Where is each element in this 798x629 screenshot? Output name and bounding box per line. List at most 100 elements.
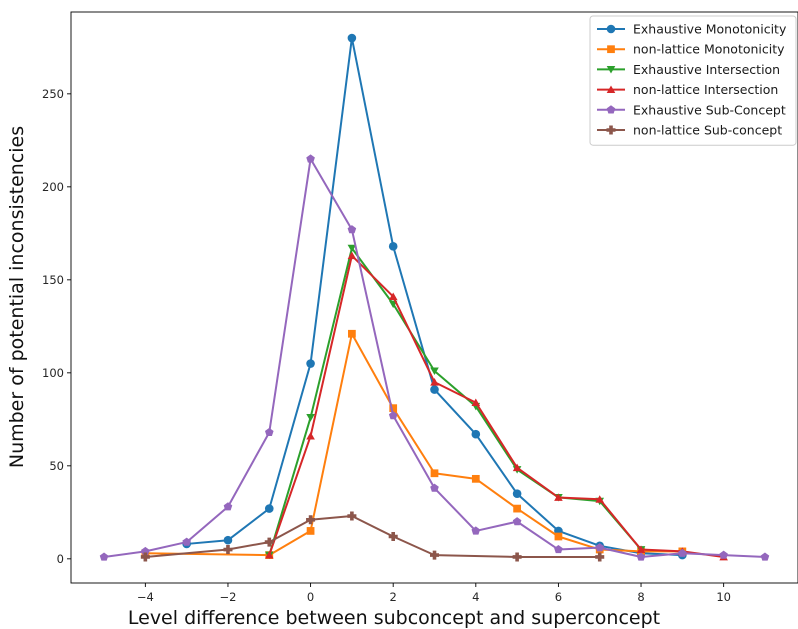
data-point-non-lattice-intersection: [388, 292, 398, 301]
data-point-non-lattice-sub-concept: [595, 552, 605, 562]
data-point-non-lattice-sub-concept: [512, 552, 522, 562]
data-point-exhaustive-sub-concept: [595, 543, 605, 552]
legend: Exhaustive Monotonicity non-lattice Monot…: [589, 15, 797, 146]
data-point-exhaustive-sub-concept: [223, 502, 233, 511]
y-tick-label: 200: [42, 180, 64, 194]
legend-swatch-marker: [606, 65, 616, 74]
data-point-non-lattice-sub-concept: [347, 511, 357, 521]
legend-label: Exhaustive Sub-Concept: [633, 102, 786, 117]
data-point-non-lattice-intersection: [430, 378, 439, 386]
data-point-exhaustive-sub-concept: [760, 552, 770, 561]
data-point-non-lattice-intersection: [347, 251, 357, 260]
data-point-exhaustive-sub-concept: [719, 550, 728, 559]
x-tick-label: −2: [219, 590, 236, 604]
data-point-exhaustive-sub-concept: [471, 526, 481, 535]
x-tick-label: 6: [555, 590, 562, 604]
legend-label: non-lattice Intersection: [633, 82, 778, 97]
legend-swatch-marker: [607, 45, 615, 54]
series-non-lattice-intersection: [264, 251, 728, 561]
legend-entry-exhaustive-intersection: Exhaustive Intersection: [597, 62, 780, 77]
data-point-non-lattice-monotonicity: [513, 504, 521, 513]
legend-label: non-lattice Monotonicity: [633, 42, 785, 57]
data-point-exhaustive-sub-concept: [430, 483, 439, 492]
legend-entry-non-lattice-sub-concept: non-lattice Sub-concept: [597, 123, 782, 138]
data-point-exhaustive-monotonicity: [430, 385, 439, 394]
data-point-non-lattice-sub-concept: [264, 537, 274, 547]
data-point-exhaustive-monotonicity: [388, 242, 398, 251]
data-point-non-lattice-sub-concept: [140, 552, 150, 562]
legend-entry-non-lattice-monotonicity: non-lattice Monotonicity: [597, 42, 785, 57]
data-point-exhaustive-monotonicity: [264, 504, 274, 513]
series-non-lattice-monotonicity: [141, 329, 687, 559]
data-point-non-lattice-monotonicity: [389, 404, 398, 413]
series-non-lattice-sub-concept: [140, 511, 605, 562]
legend-swatch-marker: [606, 125, 616, 135]
series-line-non-lattice-monotonicity: [145, 332, 683, 557]
data-point-non-lattice-intersection: [264, 551, 274, 559]
x-tick-label: 10: [716, 590, 731, 604]
data-point-non-lattice-intersection: [512, 463, 522, 472]
data-point-exhaustive-monotonicity: [223, 535, 233, 545]
legend-swatch-marker: [606, 105, 616, 114]
x-axis-label: Level difference between subconcept and …: [128, 607, 660, 629]
legend-box: [589, 15, 797, 146]
data-point-exhaustive-sub-concept: [182, 537, 191, 546]
data-point-exhaustive-monotonicity: [306, 359, 315, 368]
y-tick-label: 150: [42, 273, 64, 287]
data-point-exhaustive-intersection: [430, 367, 439, 376]
series-layer: [99, 33, 770, 562]
y-tick-label: 250: [42, 87, 64, 101]
legend-entry-non-lattice-intersection: non-lattice Intersection: [597, 82, 778, 97]
data-point-non-lattice-monotonicity: [430, 469, 439, 478]
data-point-non-lattice-sub-concept: [429, 550, 440, 560]
data-point-exhaustive-sub-concept: [347, 225, 357, 234]
series-exhaustive-sub-concept: [99, 154, 770, 561]
legend-swatch-marker: [606, 85, 616, 94]
legend-label: non-lattice Sub-concept: [633, 123, 782, 138]
y-tick-label: 50: [49, 459, 64, 473]
data-point-non-lattice-monotonicity: [554, 532, 563, 541]
data-point-exhaustive-intersection: [347, 244, 357, 253]
data-point-non-lattice-intersection: [554, 493, 563, 501]
data-point-non-lattice-sub-concept: [388, 531, 398, 542]
data-point-exhaustive-sub-concept: [636, 552, 646, 561]
series-line-non-lattice-intersection: [268, 254, 724, 558]
data-point-exhaustive-intersection: [306, 414, 315, 422]
data-point-non-lattice-monotonicity: [471, 474, 480, 483]
data-point-exhaustive-monotonicity: [512, 489, 522, 499]
y-axis-label: Number of potential inconsistencies: [6, 126, 28, 468]
data-point-non-lattice-monotonicity: [306, 527, 315, 535]
legend-entry-exhaustive-sub-concept: Exhaustive Sub-Concept: [597, 102, 786, 117]
legend-label: Exhaustive Intersection: [633, 62, 780, 77]
data-point-exhaustive-sub-concept: [141, 546, 150, 556]
x-tick-label: 0: [307, 590, 314, 604]
y-tick-label: 100: [42, 366, 64, 380]
data-point-non-lattice-sub-concept: [223, 545, 233, 555]
data-point-non-lattice-intersection: [306, 431, 315, 440]
data-point-exhaustive-monotonicity: [471, 429, 481, 439]
plot-frame: [70, 11, 798, 584]
data-point-exhaustive-sub-concept: [388, 411, 398, 420]
data-point-non-lattice-sub-concept: [306, 515, 316, 525]
data-point-exhaustive-monotonicity: [347, 33, 357, 43]
y-tick-label: 0: [57, 552, 64, 566]
data-point-exhaustive-sub-concept: [678, 548, 687, 557]
x-tick-label: −4: [137, 590, 154, 604]
legend-label: Exhaustive Monotonicity: [633, 22, 787, 37]
data-point-exhaustive-sub-concept: [512, 517, 522, 526]
data-point-exhaustive-sub-concept: [264, 427, 274, 436]
legend-swatch-marker: [606, 24, 616, 34]
series-line-non-lattice-sub-concept: [145, 515, 600, 558]
data-point-non-lattice-intersection: [636, 545, 646, 553]
series-line-exhaustive-sub-concept: [103, 157, 765, 558]
data-point-non-lattice-monotonicity: [348, 329, 356, 338]
data-point-exhaustive-sub-concept: [306, 154, 315, 163]
x-tick-label: 2: [390, 590, 397, 604]
series-exhaustive-intersection: [264, 244, 646, 560]
x-tick-label: 4: [472, 590, 479, 604]
x-tick-label: 8: [637, 590, 644, 604]
data-point-exhaustive-sub-concept: [554, 545, 563, 554]
data-point-exhaustive-sub-concept: [99, 552, 109, 561]
